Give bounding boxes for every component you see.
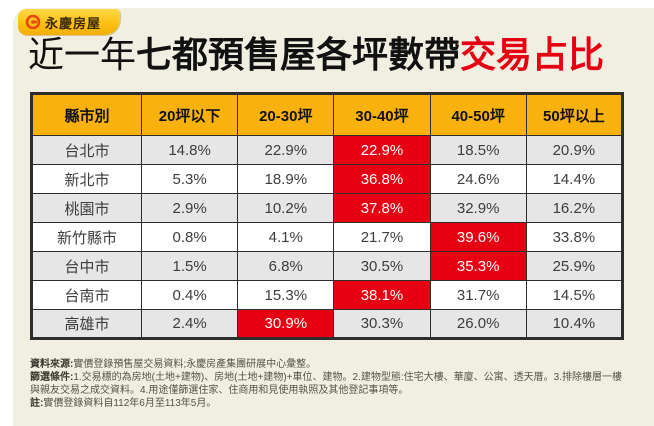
table-cell: 14.5%: [525, 280, 624, 310]
table-cell: 10.2%: [237, 193, 335, 223]
column-header: 20-30坪: [237, 93, 335, 136]
table-cell: 4.1%: [237, 222, 335, 252]
table-cell-highlighted: 37.8%: [333, 193, 431, 223]
table-cell: 0.4%: [140, 280, 239, 310]
city-label: 台北市: [31, 135, 142, 165]
table-cell: 25.9%: [525, 251, 624, 281]
table-cell: 24.6%: [429, 164, 527, 194]
table-cell: 1.5%: [140, 251, 239, 281]
table-cell-highlighted: 35.3%: [429, 251, 527, 281]
table-cell: 14.4%: [525, 164, 624, 194]
table-cell: 2.9%: [140, 193, 239, 223]
table-cell: 5.3%: [140, 164, 239, 194]
table-cell: 33.8%: [525, 222, 624, 252]
title-main: 七都預售屋各坪數帶: [136, 34, 461, 75]
brand-name: 永慶房屋: [45, 15, 102, 31]
column-header: 20坪以下: [140, 93, 239, 136]
footnote-source: 資料來源:實價登錄預售屋交易資料;永慶房產集團研展中心彙整。: [30, 358, 630, 371]
table-cell: 16.2%: [525, 193, 624, 223]
column-header: 50坪以上: [525, 93, 624, 136]
table-row: 桃園市 2.9% 10.2% 37.8% 32.9% 16.2%: [31, 193, 624, 223]
table-cell: 26.0%: [429, 309, 527, 339]
table-cell: 32.9%: [429, 193, 527, 223]
table-cell-highlighted: 36.8%: [333, 164, 431, 194]
table-cell: 22.9%: [237, 135, 335, 165]
page-title: 近一年七都預售屋各坪數帶交易占比: [28, 34, 640, 76]
footnote-note-text: 實價登錄資料自112年6月至113年5月。: [43, 398, 217, 409]
title-highlight: 交易占比: [460, 34, 605, 75]
yungching-logo-icon: [25, 14, 41, 30]
table-cell-highlighted: 39.6%: [429, 222, 527, 252]
footnote-note: 註:實價登錄資料自112年6月至113年5月。: [30, 397, 630, 410]
table-cell: 20.9%: [525, 135, 624, 165]
city-label: 新北市: [31, 164, 142, 194]
footnote-criteria-text: 1.交易標的為房地(土地+建物)、房地(土地+建物)+車位、建物。2.建物型態:…: [30, 372, 622, 396]
table-cell: 18.9%: [237, 164, 335, 194]
table-cell: 6.8%: [237, 251, 335, 281]
table-cell: 30.5%: [333, 251, 431, 281]
table-row: 新北市 5.3% 18.9% 36.8% 24.6% 14.4%: [31, 164, 624, 194]
table-cell: 21.7%: [333, 222, 431, 252]
city-label: 桃園市: [31, 193, 142, 223]
table-cell: 14.8%: [140, 135, 239, 165]
title-prefix: 近一年: [28, 34, 137, 75]
transaction-share-table: 縣市別 20坪以下 20-30坪 30-40坪 40-50坪 50坪以上 台北市…: [30, 92, 624, 340]
footnote-criteria: 篩選條件:1.交易標的為房地(土地+建物)、房地(土地+建物)+車位、建物。2.…: [30, 371, 630, 397]
table-cell-highlighted: 30.9%: [237, 309, 335, 339]
footnote-note-label: 註:: [30, 398, 44, 409]
column-header: 40-50坪: [429, 93, 527, 136]
table-row: 台南市 0.4% 15.3% 38.1% 31.7% 14.5%: [31, 280, 624, 310]
header-row: 縣市別 20坪以下 20-30坪 30-40坪 40-50坪 50坪以上: [31, 93, 624, 136]
city-label: 台南市: [31, 280, 142, 310]
footnote-criteria-label: 篩選條件:: [30, 372, 74, 383]
city-label: 高雄市: [31, 309, 142, 339]
city-label: 台中市: [31, 251, 142, 281]
table-cell: 18.5%: [429, 135, 527, 165]
table-cell-highlighted: 22.9%: [333, 135, 431, 165]
column-header: 縣市別: [31, 93, 142, 136]
footnote-source-label: 資料來源:: [30, 359, 74, 370]
column-header: 30-40坪: [333, 93, 431, 136]
table-cell-highlighted: 38.1%: [333, 280, 431, 310]
table-row: 新竹縣市 0.8% 4.1% 21.7% 39.6% 33.8%: [31, 222, 624, 252]
table-cell: 2.4%: [140, 309, 239, 339]
table-cell: 0.8%: [140, 222, 239, 252]
table-cell: 30.3%: [333, 309, 431, 339]
table-cell: 10.4%: [525, 309, 624, 339]
brand-badge: 永慶房屋: [18, 9, 120, 35]
table-cell: 31.7%: [429, 280, 527, 310]
table-row: 高雄市 2.4% 30.9% 30.3% 26.0% 10.4%: [31, 309, 624, 339]
footnote-source-text: 實價登錄預售屋交易資料;永慶房產集團研展中心彙整。: [73, 359, 317, 370]
table-cell: 15.3%: [237, 280, 335, 310]
city-label: 新竹縣市: [31, 222, 142, 252]
footnotes: 資料來源:實價登錄預售屋交易資料;永慶房產集團研展中心彙整。 篩選條件:1.交易…: [30, 358, 630, 410]
table-row: 台中市 1.5% 6.8% 30.5% 35.3% 25.9%: [31, 251, 624, 281]
table-row: 台北市 14.8% 22.9% 22.9% 18.5% 20.9%: [31, 135, 624, 165]
